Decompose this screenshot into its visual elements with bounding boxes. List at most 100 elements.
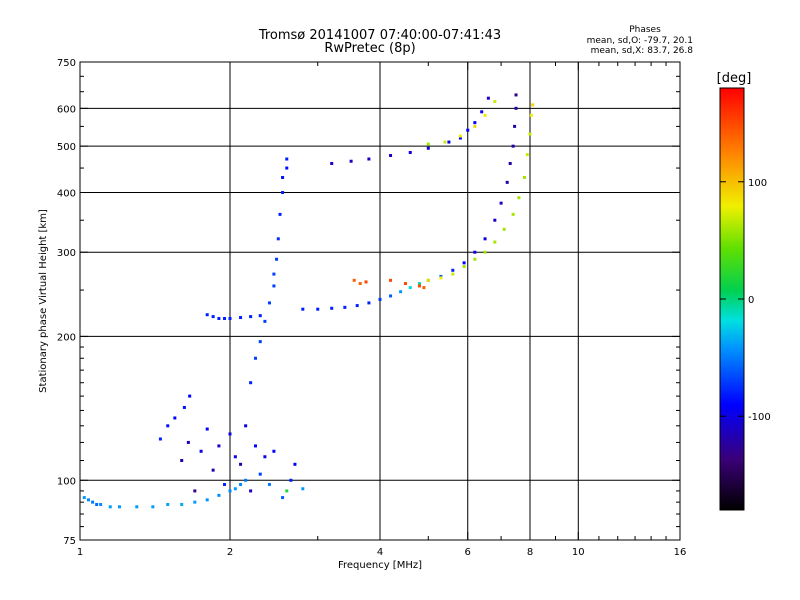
echo-point [117, 505, 121, 509]
echo-point [285, 157, 289, 161]
stats-heading: Phases [629, 25, 661, 35]
x-tick-label: 4 [377, 547, 383, 558]
echo-point [473, 250, 477, 254]
y-tick-label: 300 [57, 248, 76, 259]
echo-point [367, 157, 371, 161]
echo-point [249, 315, 253, 319]
echo-point [217, 444, 221, 448]
echo-point [223, 482, 227, 486]
echo-point [99, 502, 103, 506]
echo-point [166, 502, 170, 506]
echo-point [514, 106, 518, 110]
echo-point [193, 489, 197, 493]
echo-point [285, 166, 289, 170]
echo-point [493, 100, 497, 104]
echo-point [447, 140, 451, 144]
y-tick-label: 200 [57, 332, 76, 343]
echo-point [182, 405, 186, 409]
echo-point [422, 286, 426, 290]
echo-point [355, 304, 359, 308]
echo-point [389, 154, 393, 158]
y-tick-label: 400 [57, 188, 76, 199]
echo-point [211, 468, 215, 472]
echo-point [511, 212, 515, 216]
y-tick-label: 500 [57, 142, 76, 153]
stats-o-line: mean, sd,O: -79.7, 20.1 [587, 36, 693, 46]
echo-point [205, 427, 209, 431]
echo-point [466, 128, 470, 132]
x-tick-label: 6 [465, 547, 471, 558]
echo-point [499, 201, 503, 205]
echo-point [91, 500, 95, 504]
echo-point [293, 462, 297, 466]
colorbar-tick-label: -100 [748, 412, 771, 423]
echo-point [173, 416, 177, 420]
echo-point [389, 278, 393, 282]
echo-point [211, 315, 215, 319]
echo-point [343, 305, 347, 309]
echo-point [399, 290, 403, 294]
axis-ticks [79, 61, 681, 541]
echo-point [151, 505, 155, 509]
echo-point [462, 261, 466, 265]
echo-point [480, 110, 484, 114]
chart-subtitle: RwPretec (8p) [324, 41, 415, 56]
echo-point [166, 424, 170, 428]
echo-point [316, 307, 320, 311]
y-tick-labels: 75 100 200 300 400 500 600 750 [57, 58, 76, 547]
echo-point [267, 482, 271, 486]
echo-point [233, 487, 237, 491]
y-axis-label: Stationary phase Virtual Height [km] [38, 209, 49, 393]
echo-point [352, 278, 356, 282]
echo-point [249, 381, 253, 385]
echo-point [86, 498, 90, 502]
echo-point [272, 449, 276, 453]
echo-point [158, 437, 162, 441]
echo-point [205, 498, 209, 502]
echo-point [403, 282, 407, 286]
colorbar-tick-label: 0 [748, 295, 754, 306]
echo-point [483, 113, 487, 117]
echo-point [285, 489, 289, 493]
echo-point [272, 272, 276, 276]
echo-point [135, 505, 139, 509]
y-tick-label: 75 [63, 536, 76, 547]
echo-point [180, 502, 184, 506]
echo-point [330, 161, 334, 165]
echo-point [223, 316, 227, 320]
echo-point [378, 297, 382, 301]
echo-point [493, 240, 497, 244]
echo-point [258, 340, 262, 344]
echo-point [239, 316, 243, 320]
echo-point [253, 444, 257, 448]
echo-point [358, 282, 362, 286]
echo-point [511, 144, 515, 148]
echo-point [517, 196, 521, 200]
echo-point [108, 505, 112, 509]
echo-point [82, 496, 86, 500]
echo-point [508, 161, 512, 165]
echo-point [239, 482, 243, 486]
echo-point [272, 284, 276, 288]
echo-point [276, 237, 280, 241]
echo-point [451, 272, 455, 276]
echo-point [217, 316, 221, 320]
echo-point [217, 493, 221, 497]
echo-point [267, 301, 271, 305]
echo-point [443, 140, 447, 144]
echo-point [502, 227, 506, 231]
echo-point [473, 124, 477, 128]
echo-point [417, 282, 421, 286]
echo-point [528, 132, 532, 136]
echo-point [263, 455, 267, 459]
echo-point [439, 274, 443, 278]
echo-point [289, 478, 293, 482]
x-tick-label: 2 [227, 547, 233, 558]
echo-point [486, 96, 490, 100]
echo-point [258, 314, 262, 318]
y-tick-label: 100 [57, 476, 76, 487]
echo-point [458, 134, 462, 138]
echo-point [228, 489, 232, 493]
echo-point [483, 237, 487, 241]
